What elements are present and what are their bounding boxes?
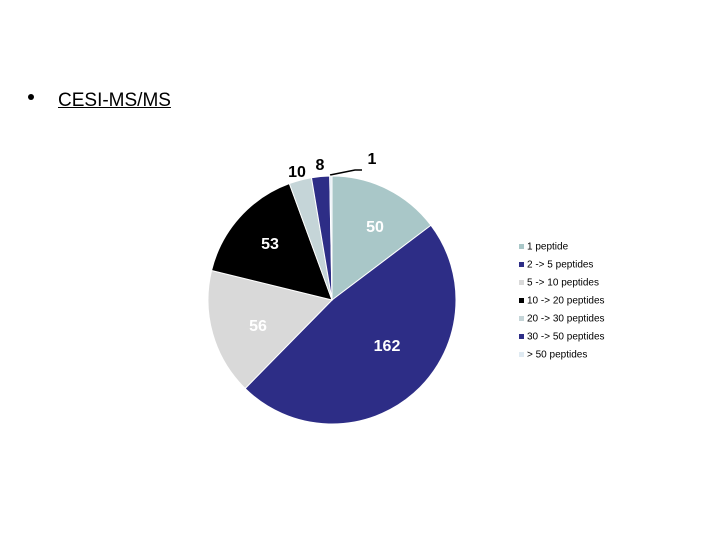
data-label: 53 <box>261 236 279 253</box>
legend-swatch <box>519 298 524 303</box>
legend-swatch <box>519 244 524 249</box>
legend-swatch <box>519 280 524 285</box>
pie-slice <box>207 269 333 390</box>
legend-swatch <box>519 262 524 267</box>
legend-swatch <box>519 352 524 357</box>
legend-label: > 50 peptides <box>527 350 587 361</box>
legend-swatch <box>519 334 524 339</box>
data-label: 8 <box>316 157 325 174</box>
data-label: 1 <box>368 151 377 168</box>
legend-swatch <box>519 316 524 321</box>
legend-label: 5 -> 10 peptides <box>527 278 599 289</box>
data-label: 50 <box>366 219 384 236</box>
legend-label: 2 -> 5 peptides <box>527 260 593 271</box>
data-label: 56 <box>249 318 267 335</box>
data-label: 162 <box>374 338 401 355</box>
pie-slice <box>244 224 457 425</box>
data-label: 10 <box>288 164 306 181</box>
legend-label: 30 -> 50 peptides <box>527 332 605 343</box>
pie-slice <box>210 182 333 301</box>
legend-label: 20 -> 30 peptides <box>527 314 605 325</box>
legend-label: 1 peptide <box>527 242 569 253</box>
leader-line <box>329 169 362 176</box>
legend-label: 10 -> 20 peptides <box>527 296 605 307</box>
heading: CESI-MS/MS <box>58 90 171 111</box>
bullet <box>28 94 34 100</box>
pie-slice <box>329 175 333 301</box>
pie-slice <box>331 175 432 302</box>
